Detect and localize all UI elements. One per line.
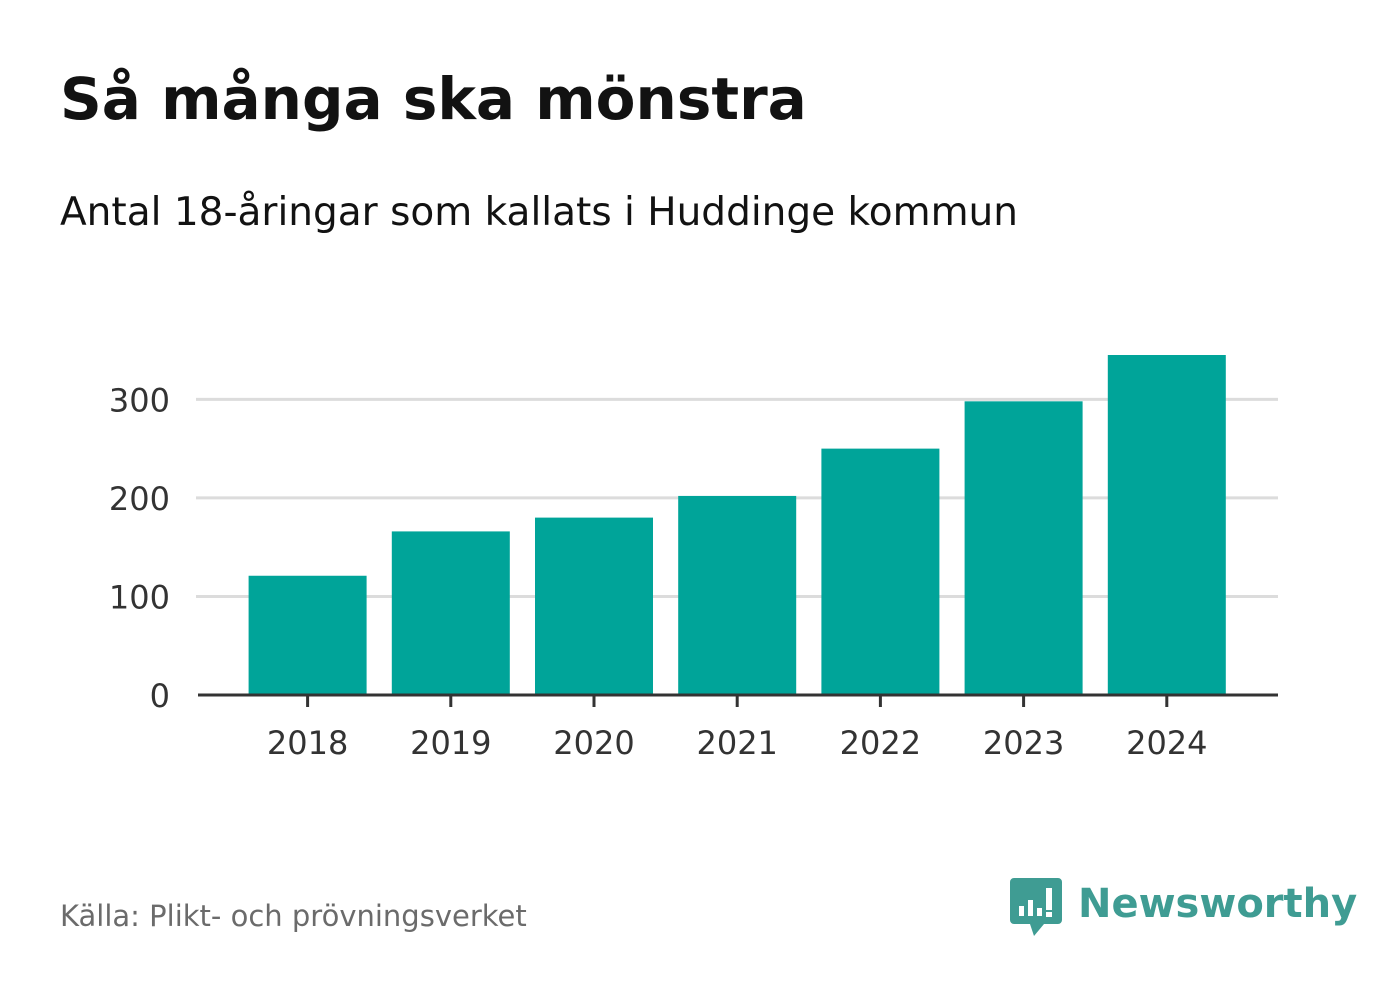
bar-2020[interactable] xyxy=(535,517,653,695)
bar-2022[interactable] xyxy=(821,448,940,695)
y-tick-label: 200 xyxy=(109,480,170,518)
bar-2018[interactable] xyxy=(248,575,367,695)
x-tick-label: 2024 xyxy=(1126,724,1207,762)
x-tick-label: 2018 xyxy=(267,724,348,762)
y-tick-label: 0 xyxy=(150,677,170,715)
brand-logo[interactable]: Newsworthy xyxy=(1010,878,1357,942)
bar-2021[interactable] xyxy=(678,495,797,695)
axes: 0 100 200 300 2018 2019 2020 2021 2022 2023 2024 xyxy=(109,381,1278,762)
bar-chart-speech-bubble-icon xyxy=(1010,878,1062,936)
x-tick-label: 2019 xyxy=(410,724,491,762)
x-tick-label: 2023 xyxy=(983,724,1064,762)
bars xyxy=(248,355,1226,695)
source-note: Källa: Plikt- och prövningsverket xyxy=(60,899,527,933)
chart-subtitle: Antal 18-åringar som kallats i Huddinge … xyxy=(60,190,1018,235)
bar-2024[interactable] xyxy=(1107,355,1226,695)
x-tick-label: 2020 xyxy=(553,724,634,762)
x-tick-label: 2022 xyxy=(840,724,921,762)
y-tick-label: 300 xyxy=(109,381,170,419)
brand-name: Newsworthy xyxy=(1078,881,1358,927)
x-tick-label: 2021 xyxy=(696,724,777,762)
y-tick-label: 100 xyxy=(109,578,170,616)
bar-2019[interactable] xyxy=(391,531,510,695)
bar-2023[interactable] xyxy=(964,401,1083,695)
chart-title: Så många ska mönstra xyxy=(60,65,807,133)
